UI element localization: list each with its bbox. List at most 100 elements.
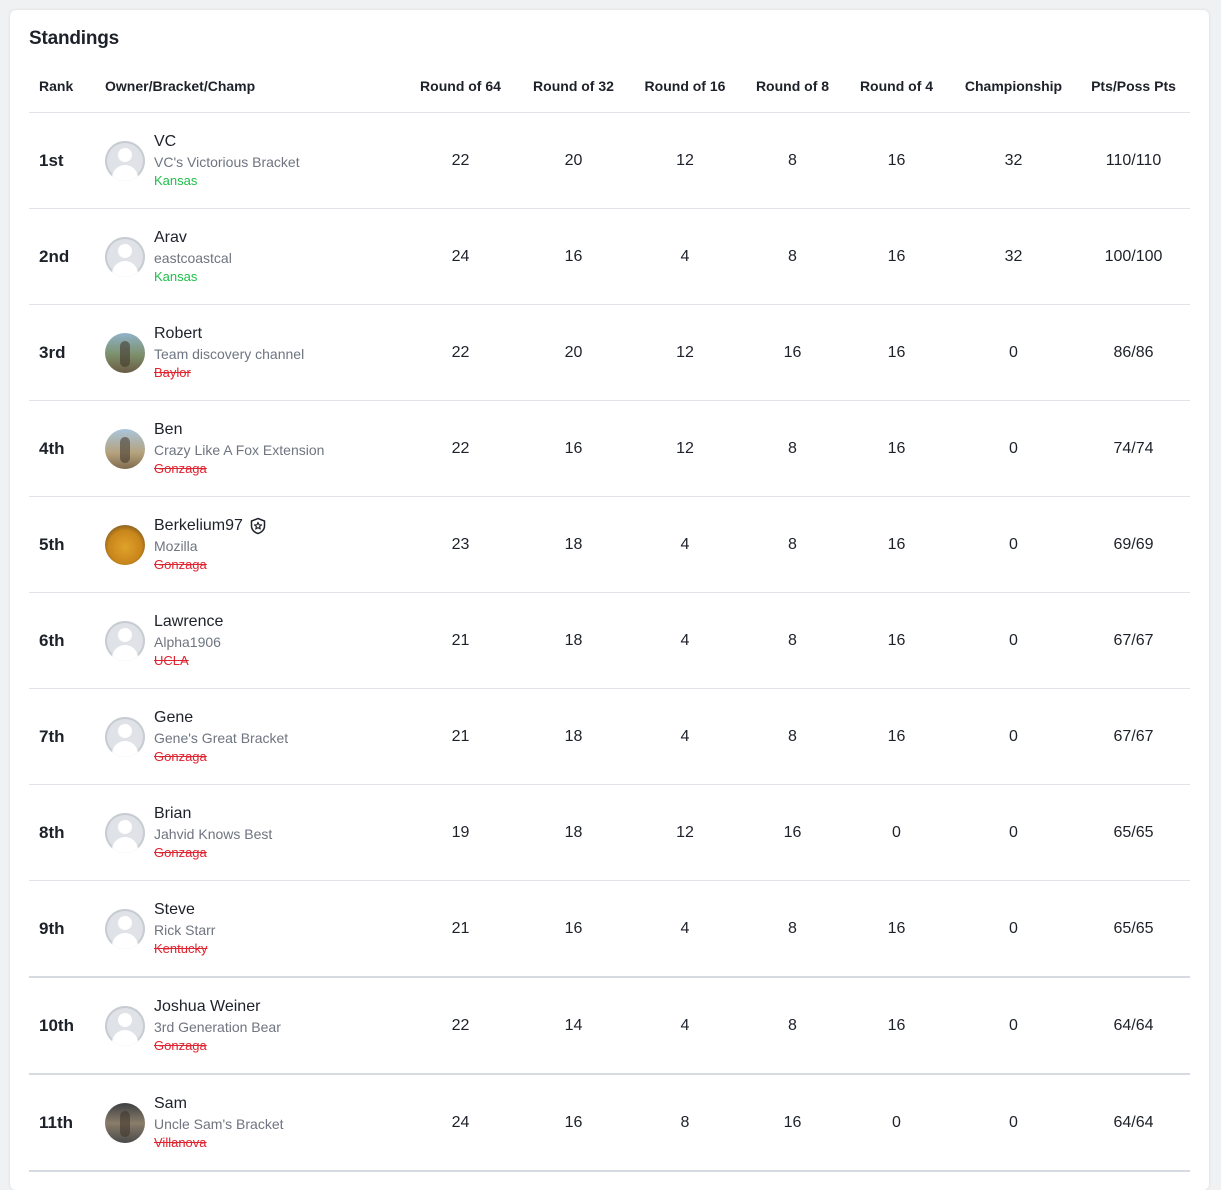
user-photo-avatar[interactable] [105, 428, 145, 469]
rank-cell: 7th [29, 688, 105, 785]
owner-name[interactable]: Berkelium97 [154, 516, 243, 534]
rank-cell: 10th [29, 977, 105, 1075]
owner-name[interactable]: VC [154, 132, 177, 150]
round-of-8-cell: 8 [742, 112, 843, 209]
default-avatar-icon[interactable] [105, 236, 145, 277]
bracket-name[interactable]: Team discovery channel [154, 345, 305, 362]
owner-cell: Berkelium97 Mozilla Gonzaga [105, 496, 402, 593]
round-of-8-cell: 8 [742, 496, 843, 593]
table-row[interactable]: 10th Joshua Weiner 3rd Generation Bear G… [29, 977, 1190, 1075]
default-avatar-icon[interactable] [105, 1005, 145, 1046]
default-avatar-icon[interactable] [105, 716, 145, 757]
table-row[interactable]: 1st VC VC's Victorious Bracket Kansas 22… [29, 112, 1190, 209]
champion-pick: Villanova [154, 1134, 207, 1150]
table-row[interactable]: 4th Ben Crazy Like A Fox Extension Gonza… [29, 400, 1190, 497]
bracket-name[interactable]: Rick Starr [154, 921, 216, 938]
round-of-32-column-header[interactable]: Round of 32 [519, 78, 628, 113]
bracket-name[interactable]: Uncle Sam's Bracket [154, 1115, 284, 1132]
owner-name[interactable]: Steve [154, 900, 195, 918]
round-of-32-cell: 16 [519, 880, 628, 978]
round-of-64-column-header[interactable]: Round of 64 [402, 78, 519, 113]
rank-cell: 4th [29, 400, 105, 497]
points-cell: 100/100 [1077, 208, 1190, 305]
points-cell: 65/65 [1077, 784, 1190, 881]
table-row[interactable]: 3rd Robert Team discovery channel Baylor… [29, 304, 1190, 401]
owner-cell: Brian Jahvid Knows Best Gonzaga [105, 784, 402, 881]
championship-cell: 32 [950, 208, 1077, 305]
round-of-4-column-header[interactable]: Round of 4 [843, 78, 950, 113]
round-of-16-column-header[interactable]: Round of 16 [628, 78, 742, 113]
bracket-name[interactable]: 3rd Generation Bear [154, 1018, 281, 1035]
rank-cell: 5th [29, 496, 105, 593]
table-row[interactable]: 5th Berkelium97 Mozill [29, 496, 1190, 593]
rank-cell: 2nd [29, 208, 105, 305]
round-of-16-cell: 12 [628, 784, 742, 881]
championship-cell: 0 [950, 1074, 1077, 1172]
bracket-name[interactable]: VC's Victorious Bracket [154, 153, 300, 170]
table-row[interactable]: 6th Lawrence Alpha1906 UCLA 21 18 4 8 1 [29, 592, 1190, 689]
round-of-64-cell: 22 [402, 304, 519, 401]
table-row[interactable]: 8th Brian Jahvid Knows Best Gonzaga 19 1… [29, 784, 1190, 881]
default-avatar-icon[interactable] [105, 812, 145, 853]
table-row[interactable]: 7th Gene Gene's Great Bracket Gonzaga 21… [29, 688, 1190, 785]
table-row[interactable]: 2nd Arav eastcoastcal Kansas 24 16 4 8 [29, 208, 1190, 305]
owner-name[interactable]: Joshua Weiner [154, 997, 261, 1015]
owner-name[interactable]: Arav [154, 228, 187, 246]
round-of-32-cell: 20 [519, 304, 628, 401]
round-of-4-cell: 16 [843, 208, 950, 305]
owner-cell: Robert Team discovery channel Baylor [105, 304, 402, 401]
bracket-name[interactable]: Mozilla [154, 537, 198, 554]
bracket-name[interactable]: Jahvid Knows Best [154, 825, 273, 842]
owner-name[interactable]: Gene [154, 708, 194, 726]
owner-column-header[interactable]: Owner/Bracket/Champ [105, 78, 402, 113]
owner-cell: Ben Crazy Like A Fox Extension Gonzaga [105, 400, 402, 497]
table-row[interactable]: 11th Sam Uncle Sam's Bracket Villanova 2… [29, 1074, 1190, 1172]
owner-name[interactable]: Ben [154, 420, 183, 438]
default-avatar-icon[interactable] [105, 908, 145, 949]
user-photo-avatar[interactable] [105, 1102, 145, 1143]
round-of-16-cell: 12 [628, 112, 742, 209]
owner-name[interactable]: Robert [154, 324, 203, 342]
championship-cell: 32 [950, 112, 1077, 209]
champion-pick: Gonzaga [154, 556, 207, 572]
default-avatar-icon[interactable] [105, 620, 145, 661]
round-of-4-cell: 16 [843, 592, 950, 689]
round-of-4-cell: 16 [843, 112, 950, 209]
table-row[interactable]: 9th Steve Rick Starr Kentucky 21 16 4 8 [29, 880, 1190, 978]
round-of-8-cell: 8 [742, 880, 843, 978]
bracket-name[interactable]: Gene's Great Bracket [154, 729, 289, 746]
points-cell: 65/65 [1077, 880, 1190, 978]
champion-pick: Kentucky [154, 940, 208, 956]
user-photo-avatar[interactable] [105, 332, 145, 373]
owner-name[interactable]: Lawrence [154, 612, 224, 630]
user-photo-avatar[interactable] [105, 524, 145, 565]
round-of-4-cell: 16 [843, 880, 950, 978]
bracket-name[interactable]: Crazy Like A Fox Extension [154, 441, 325, 458]
default-avatar-icon[interactable] [105, 140, 145, 181]
points-cell: 67/67 [1077, 688, 1190, 785]
round-of-32-cell: 16 [519, 400, 628, 497]
owner-name[interactable]: Brian [154, 804, 192, 822]
round-of-64-cell: 22 [402, 400, 519, 497]
round-of-8-cell: 8 [742, 208, 843, 305]
points-column-header[interactable]: Pts/Poss Pts [1077, 78, 1190, 113]
owner-name[interactable]: Sam [154, 1094, 187, 1112]
round-of-16-cell: 4 [628, 208, 742, 305]
commissioner-badge-icon [250, 517, 266, 534]
round-of-64-cell: 22 [402, 977, 519, 1075]
bracket-name[interactable]: eastcoastcal [154, 249, 232, 266]
championship-cell: 0 [950, 784, 1077, 881]
standings-card: Standings Rank Owner/Bracket/Champ Round… [10, 10, 1209, 1190]
round-of-8-column-header[interactable]: Round of 8 [742, 78, 843, 113]
rank-column-header[interactable]: Rank [29, 78, 105, 113]
round-of-64-cell: 24 [402, 1074, 519, 1172]
owner-cell: Gene Gene's Great Bracket Gonzaga [105, 688, 402, 785]
round-of-8-cell: 8 [742, 400, 843, 497]
round-of-64-cell: 24 [402, 208, 519, 305]
round-of-4-cell: 16 [843, 304, 950, 401]
championship-column-header[interactable]: Championship [950, 78, 1077, 113]
championship-cell: 0 [950, 688, 1077, 785]
page-title: Standings [29, 28, 120, 49]
champion-pick: Baylor [154, 364, 191, 380]
bracket-name[interactable]: Alpha1906 [154, 633, 221, 650]
